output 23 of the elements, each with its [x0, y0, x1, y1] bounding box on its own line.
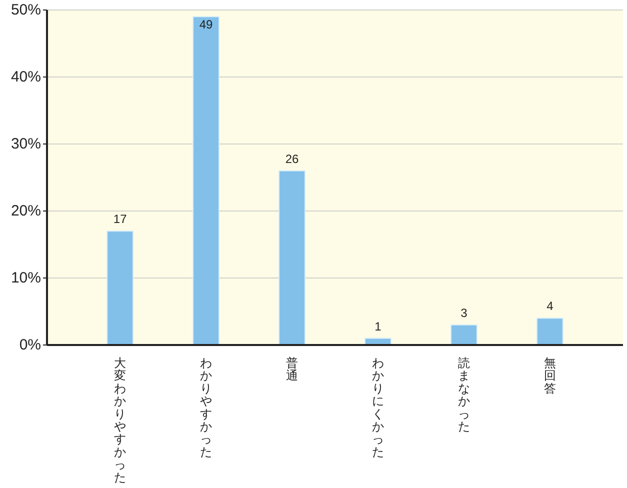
- data-label: 49: [199, 18, 214, 32]
- y-tick-label: 0%: [19, 336, 41, 354]
- y-tick-label: 50%: [10, 2, 41, 18]
- data-label: 3: [460, 306, 468, 320]
- category-label: 大変わかりやすかった: [114, 356, 126, 484]
- x-tick-label: 読まなかった: [458, 356, 470, 434]
- bar: [106, 230, 134, 346]
- bar: [192, 16, 220, 346]
- bar: [536, 318, 564, 346]
- y-tick-label: 10%: [10, 270, 41, 286]
- data-label: 1: [374, 319, 382, 334]
- x-tick-label: 普通: [286, 356, 298, 383]
- data-label: 26: [285, 152, 300, 166]
- data-label: 4: [546, 299, 554, 314]
- bar: [278, 170, 306, 346]
- y-tick-label: 30%: [10, 136, 41, 152]
- x-tick-label: わかりにくかった: [372, 356, 384, 459]
- data-label: 17: [113, 212, 128, 226]
- bar: [450, 324, 478, 346]
- y-tick-label: 40%: [10, 68, 41, 86]
- x-tick-label: 無回答: [544, 356, 556, 396]
- x-tick-label: わかりやすかった: [200, 356, 212, 459]
- y-tick-label: 20%: [10, 202, 41, 220]
